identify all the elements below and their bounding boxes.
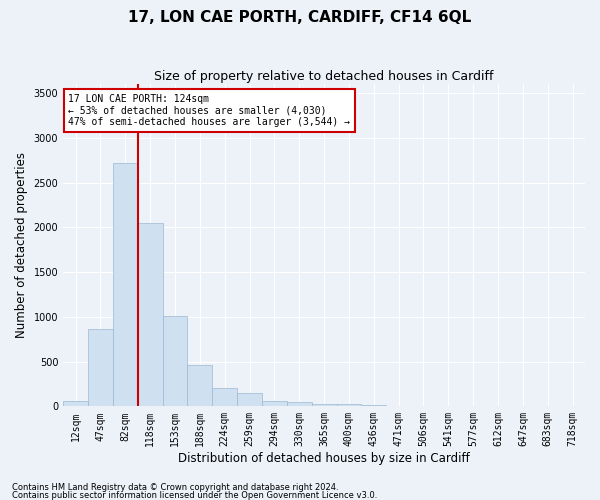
- Bar: [311, 404, 337, 406]
- Bar: [63, 402, 88, 406]
- Text: Contains HM Land Registry data © Crown copyright and database right 2024.: Contains HM Land Registry data © Crown c…: [12, 484, 338, 492]
- Y-axis label: Number of detached properties: Number of detached properties: [15, 152, 28, 338]
- Text: Contains public sector information licensed under the Open Government Licence v3: Contains public sector information licen…: [12, 490, 377, 500]
- Bar: [237, 394, 262, 406]
- Bar: [287, 402, 311, 406]
- Bar: [262, 400, 287, 406]
- X-axis label: Distribution of detached houses by size in Cardiff: Distribution of detached houses by size …: [178, 452, 470, 465]
- Bar: [337, 404, 361, 406]
- Text: 17 LON CAE PORTH: 124sqm
← 53% of detached houses are smaller (4,030)
47% of sem: 17 LON CAE PORTH: 124sqm ← 53% of detach…: [68, 94, 350, 127]
- Text: 17, LON CAE PORTH, CARDIFF, CF14 6QL: 17, LON CAE PORTH, CARDIFF, CF14 6QL: [128, 10, 472, 25]
- Bar: [138, 223, 163, 406]
- Bar: [187, 365, 212, 406]
- Bar: [88, 330, 113, 406]
- Title: Size of property relative to detached houses in Cardiff: Size of property relative to detached ho…: [154, 70, 494, 83]
- Bar: [163, 316, 187, 406]
- Bar: [113, 163, 138, 406]
- Bar: [212, 388, 237, 406]
